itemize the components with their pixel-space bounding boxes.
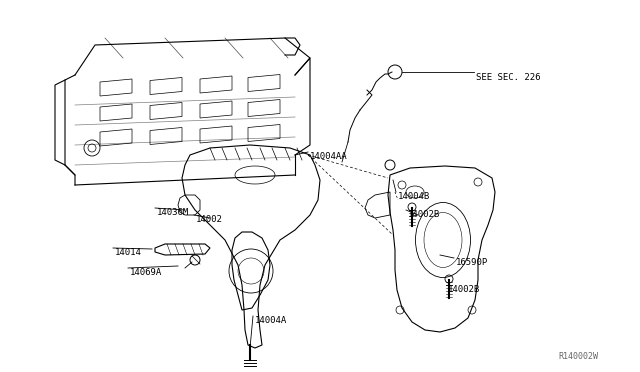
Text: 14004AA: 14004AA bbox=[310, 152, 348, 161]
Text: 14036M: 14036M bbox=[157, 208, 189, 217]
Text: 14069A: 14069A bbox=[130, 268, 163, 277]
Text: 16590P: 16590P bbox=[456, 258, 488, 267]
Text: R140002W: R140002W bbox=[558, 352, 598, 361]
Text: 14002: 14002 bbox=[196, 215, 223, 224]
Text: 14014: 14014 bbox=[115, 248, 142, 257]
Text: 14002B: 14002B bbox=[448, 285, 480, 294]
Text: SEE SEC. 226: SEE SEC. 226 bbox=[476, 73, 541, 82]
Text: 14004A: 14004A bbox=[255, 316, 287, 325]
Text: 14004B: 14004B bbox=[398, 192, 430, 201]
Text: 14002B: 14002B bbox=[408, 210, 440, 219]
